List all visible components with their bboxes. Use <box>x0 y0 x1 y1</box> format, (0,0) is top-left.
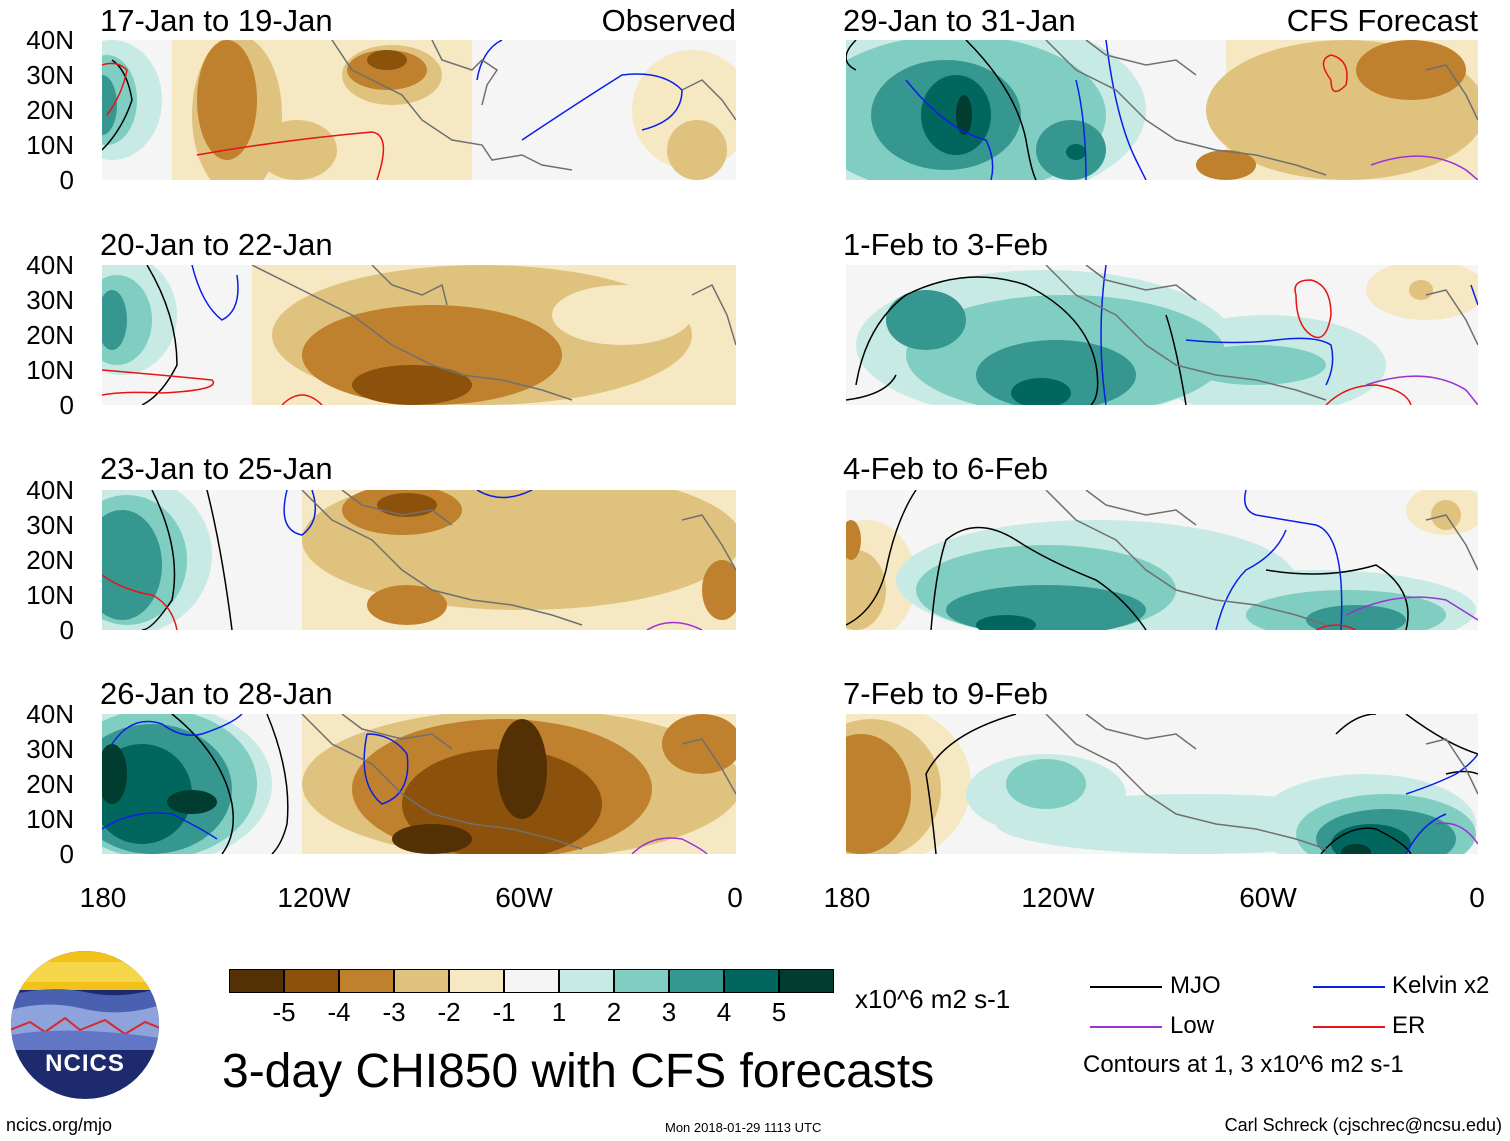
colorbar-bin <box>394 969 449 993</box>
colorbar-label: 5 <box>771 997 787 1027</box>
anomaly-map <box>102 40 736 180</box>
colorbar-bin <box>284 969 339 993</box>
panel-title: 4-Feb to 6-Feb <box>843 451 1049 486</box>
panel-title: 29-Jan to 31-Jan <box>843 3 1076 38</box>
lat-label: 0 <box>59 839 74 869</box>
panel-title: 26-Jan to 28-Jan <box>100 676 333 711</box>
anomaly-map <box>846 714 1478 854</box>
lon-label: 120W <box>277 882 351 913</box>
lon-label: 0 <box>727 882 743 913</box>
lat-label: 10N <box>26 355 74 385</box>
anomaly-map <box>102 714 736 854</box>
colorbar-label: 3 <box>661 997 677 1027</box>
anomaly-map <box>846 40 1478 180</box>
lat-label: 0 <box>59 165 74 195</box>
anomaly-map <box>846 265 1478 405</box>
panel-title: 1-Feb to 3-Feb <box>843 227 1049 262</box>
colorbar-bin <box>669 969 724 993</box>
colorbar-label: 2 <box>606 997 622 1027</box>
lat-label: 20N <box>26 769 74 799</box>
lon-label: 180 <box>79 882 127 913</box>
lon-label: 180 <box>823 882 871 913</box>
panel-title: 20-Jan to 22-Jan <box>100 227 333 262</box>
legend-mjo: MJO <box>1170 972 1221 999</box>
contours-note: Contours at 1, 3 x10^6 m2 s-1 <box>1083 1051 1404 1078</box>
colorbar-label: 4 <box>716 997 732 1027</box>
footer-author: Carl Schreck (cjschrec@ncsu.edu) <box>1224 1115 1502 1135</box>
kelvin-line-swatch <box>1313 986 1385 988</box>
lat-label: 10N <box>26 804 74 834</box>
colorbar-bin <box>614 969 669 993</box>
lat-label: 0 <box>59 390 74 420</box>
low-line-swatch <box>1090 1026 1162 1028</box>
colorbar-bin <box>779 969 834 993</box>
lat-label: 0 <box>59 615 74 645</box>
colorbar-label: -3 <box>382 997 406 1027</box>
panel-title: 23-Jan to 25-Jan <box>100 451 333 486</box>
anomaly-map <box>102 490 736 630</box>
colorbar-label: -4 <box>327 997 351 1027</box>
figure-title: 3-day CHI850 with CFS forecasts <box>222 1045 935 1098</box>
colorbar-label: 1 <box>551 997 567 1027</box>
anomaly-map <box>846 490 1478 630</box>
lat-label: 30N <box>26 285 74 315</box>
colorbar-bin <box>724 969 779 993</box>
lat-label: 30N <box>26 734 74 764</box>
legend-kelvin: Kelvin x2 <box>1392 972 1490 999</box>
colorbar-label: -1 <box>492 997 516 1027</box>
lat-label: 30N <box>26 60 74 90</box>
lat-label: 40N <box>26 475 74 505</box>
lon-label: 120W <box>1021 882 1095 913</box>
colorbar-units: x10^6 m2 s-1 <box>855 984 1011 1014</box>
colorbar-bin <box>229 969 284 993</box>
colorbar-label: -2 <box>437 997 461 1027</box>
lat-label: 20N <box>26 95 74 125</box>
lat-label: 40N <box>26 250 74 280</box>
footer-url[interactable]: ncics.org/mjo <box>6 1115 113 1135</box>
lat-label: 40N <box>26 25 74 55</box>
colorbar-bin <box>339 969 394 993</box>
colorbar-bin <box>449 969 504 993</box>
lat-label: 20N <box>26 545 74 575</box>
ncics-logo: NCICS <box>10 950 160 1100</box>
lat-label: 10N <box>26 580 74 610</box>
lon-label: 60W <box>1239 882 1297 913</box>
lat-label: 30N <box>26 510 74 540</box>
er-line-swatch <box>1313 1026 1385 1028</box>
legend-low: Low <box>1170 1012 1215 1039</box>
legend-er: ER <box>1392 1012 1426 1039</box>
footer-timestamp: Mon 2018-01-29 1113 UTC <box>665 1120 822 1135</box>
lat-label: 10N <box>26 130 74 160</box>
colorbar-bin <box>559 969 614 993</box>
panel-title: 7-Feb to 9-Feb <box>843 676 1049 711</box>
mjo-line-swatch <box>1090 986 1162 988</box>
panel-source-label: Observed <box>601 3 736 38</box>
colorbar-bin <box>504 969 559 993</box>
panel-source-label: CFS Forecast <box>1286 3 1478 38</box>
lat-label: 40N <box>26 699 74 729</box>
lon-label: 0 <box>1469 882 1485 913</box>
lon-label: 60W <box>495 882 553 913</box>
logo-text: NCICS <box>45 1050 125 1077</box>
panel-title: 17-Jan to 19-Jan <box>100 3 333 38</box>
colorbar-label: -5 <box>272 997 296 1027</box>
lat-label: 20N <box>26 320 74 350</box>
anomaly-map <box>102 265 736 405</box>
